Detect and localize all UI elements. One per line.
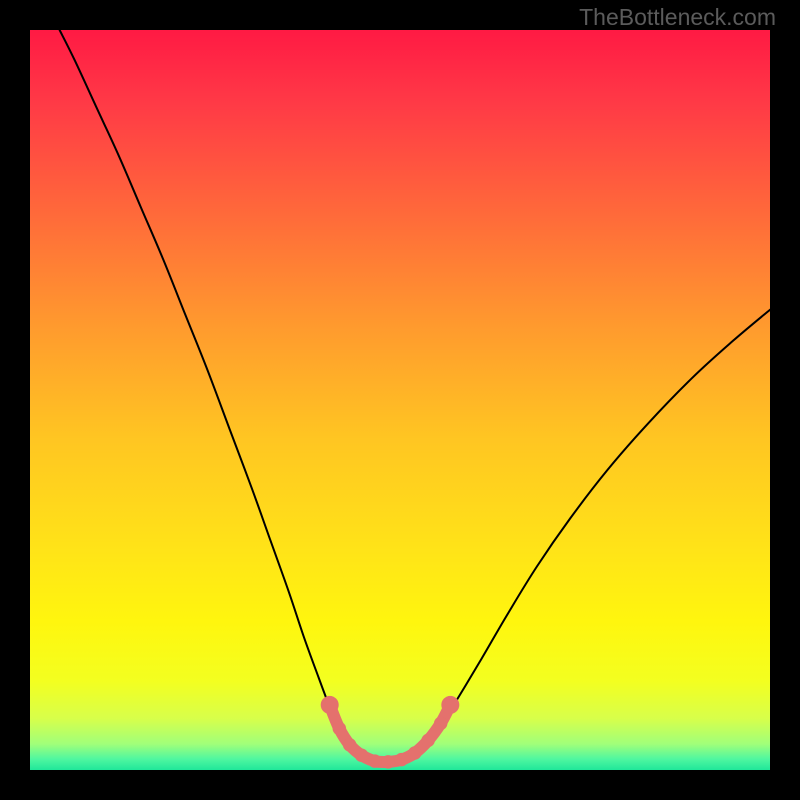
trough-dot [441, 696, 459, 714]
trough-dot [343, 738, 357, 752]
plot-background [30, 30, 770, 770]
trough-dot [355, 748, 369, 762]
trough-dot [333, 722, 347, 736]
trough-dot [434, 717, 448, 731]
trough-dot [421, 734, 435, 748]
chart-svg [0, 0, 800, 800]
trough-dot [408, 746, 422, 760]
chart-stage: TheBottleneck.com [0, 0, 800, 800]
trough-dot [381, 755, 395, 769]
trough-dot [395, 753, 409, 767]
trough-dot [368, 754, 382, 768]
trough-dot [321, 696, 339, 714]
